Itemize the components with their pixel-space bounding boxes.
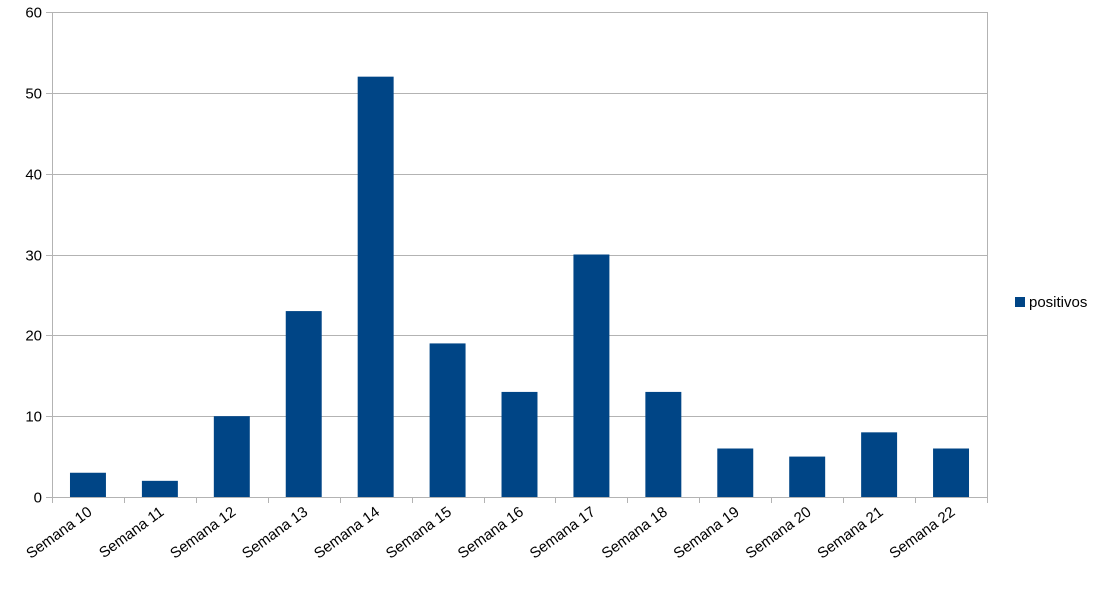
x-tick-label: Semana 20 [742, 503, 814, 562]
x-tick-label: Semana 15 [383, 503, 455, 562]
y-tick-label: 10 [25, 409, 42, 426]
bar-semana-20 [789, 456, 826, 497]
x-tick-label: Semana 16 [455, 503, 527, 562]
bar-semana-14 [357, 76, 394, 498]
x-axis-ticks: Semana 10 Semana 11 Semana 12 Semana 13 Sema… [23, 497, 988, 562]
bar-semana-13 [285, 311, 322, 497]
bars [69, 76, 970, 498]
legend-label: positivos [1029, 294, 1087, 311]
x-tick-label: Semana 21 [814, 503, 886, 562]
y-tick-label: 30 [25, 248, 42, 265]
bar-semana-12 [213, 416, 250, 497]
y-tick-label: 50 [25, 86, 42, 103]
x-tick-label: Semana 13 [239, 503, 311, 562]
gridlines [52, 12, 987, 417]
x-tick-label: Semana 18 [599, 503, 671, 562]
bar-semana-10 [69, 472, 106, 497]
y-tick-label: 0 [34, 490, 42, 507]
legend-swatch [1015, 297, 1025, 307]
axes [52, 12, 988, 498]
bar-semana-11 [141, 480, 178, 497]
y-tick-label: 60 [25, 5, 42, 22]
bar-semana-19 [717, 448, 754, 497]
bar-semana-18 [645, 391, 682, 497]
y-tick-label: 20 [25, 328, 42, 345]
y-tick-label: 40 [25, 167, 42, 184]
x-tick-label: Semana 10 [23, 503, 95, 562]
x-tick-label: Semana 17 [527, 503, 599, 562]
x-tick-label: Semana 22 [886, 503, 958, 562]
bar-semana-22 [933, 448, 970, 497]
x-tick-label: Semana 12 [167, 503, 239, 562]
bar-semana-15 [429, 343, 466, 497]
bar-semana-21 [861, 432, 898, 497]
y-axis-ticks: 0 10 20 30 40 50 60 [25, 5, 52, 507]
x-tick-label: Semana 11 [96, 503, 167, 561]
x-tick-label: Semana 19 [671, 503, 743, 562]
x-tick-label: Semana 14 [311, 503, 383, 562]
bar-semana-17 [573, 254, 610, 497]
bar-semana-16 [501, 391, 538, 497]
legend: positivos [1015, 294, 1087, 311]
